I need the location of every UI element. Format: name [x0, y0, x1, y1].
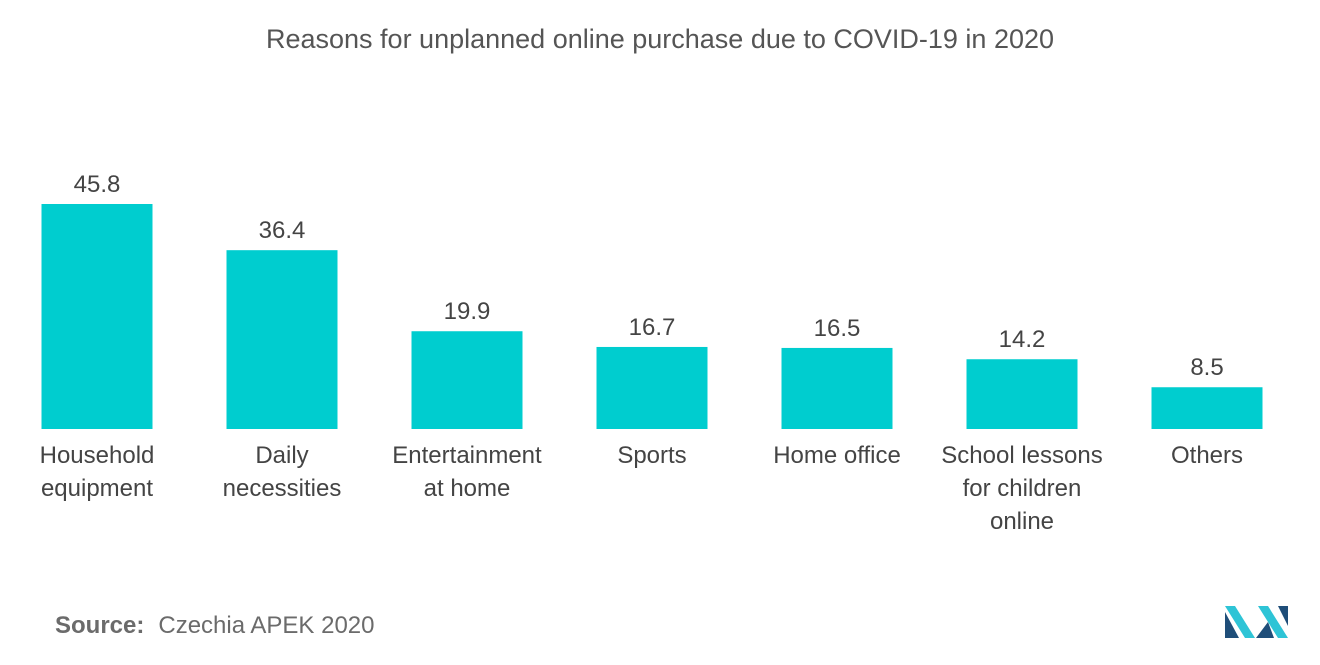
value-label-3: 16.7: [629, 314, 676, 341]
category-label-5-line-2: online: [990, 508, 1054, 535]
bar-3: [596, 346, 708, 429]
category-label-6-line-0: Others: [1171, 442, 1243, 469]
category-label-4-line-0: Home office: [773, 442, 901, 469]
value-label-4: 16.5: [814, 315, 861, 342]
bar-chart: 45.8 Household equipment 36.4 Daily necessiti…: [40, 171, 1263, 535]
bar-2: [411, 331, 523, 429]
value-label-0: 45.8: [74, 171, 121, 198]
bar-6: [1151, 387, 1263, 429]
bar-5: [966, 359, 1078, 429]
source-note: Source: Czechia APEK 2020: [55, 612, 375, 640]
value-label-2: 19.9: [444, 298, 491, 325]
value-label-6: 8.5: [1190, 354, 1223, 381]
category-label-5-line-1: for children: [963, 475, 1082, 502]
category-label-2-line-1: at home: [424, 475, 511, 502]
brand-logo-icon: [1225, 606, 1288, 638]
source-label: Source:: [55, 612, 145, 639]
category-label-3-line-0: Sports: [617, 442, 686, 469]
value-label-1: 36.4: [259, 217, 306, 244]
category-label-1-line-0: Daily: [255, 442, 308, 469]
category-label-5-line-0: School lessons: [941, 442, 1102, 469]
chart-title: Reasons for unplanned online purchase du…: [265, 24, 1055, 54]
category-label-1-line-1: necessities: [223, 475, 342, 502]
bar-1: [226, 250, 338, 429]
source-text: Czechia APEK 2020: [158, 612, 375, 639]
bar-0: [41, 204, 153, 429]
category-label-2-line-0: Entertainment: [392, 442, 542, 469]
category-label-0-line-1: equipment: [41, 475, 153, 502]
bar-4: [781, 347, 893, 429]
category-label-0-line-0: Household: [40, 442, 155, 469]
value-label-5: 14.2: [999, 326, 1046, 353]
